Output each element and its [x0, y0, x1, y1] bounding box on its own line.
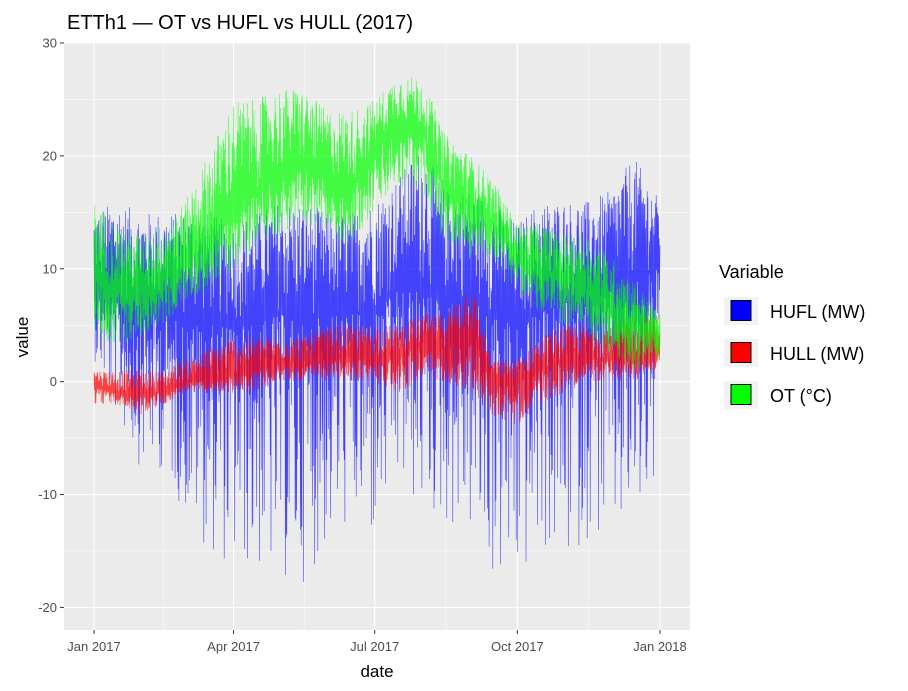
- chart-title: ETTh1 — OT vs HUFL vs HULL (2017): [67, 12, 413, 34]
- y-tick-label: 0: [50, 374, 57, 389]
- legend-label: OT (°C): [770, 386, 832, 406]
- series-line-hull: [93, 293, 661, 425]
- x-tick-label: Jan 2017: [67, 639, 121, 654]
- series-layer: [93, 77, 661, 582]
- x-tick-label: Oct 2017: [491, 639, 544, 654]
- legend-item: HULL (MW): [724, 339, 864, 367]
- x-axis: Jan 2017 Apr 2017 Jul 2017 Oct 2017 Jan 2018: [67, 630, 687, 654]
- legend-swatch: [730, 384, 752, 405]
- legend: Variable HUFL (MW) HULL (MW) OT (°C): [719, 262, 865, 409]
- legend-title: Variable: [719, 262, 784, 282]
- series-line-ot: [93, 77, 661, 370]
- legend-item: OT (°C): [724, 381, 832, 409]
- y-tick-label: 20: [43, 148, 57, 163]
- x-tick-label: Jan 2018: [633, 639, 687, 654]
- x-tick-label: Apr 2017: [207, 639, 260, 654]
- y-tick-label: -10: [38, 487, 57, 502]
- x-axis-title: date: [360, 662, 393, 681]
- x-tick-label: Jul 2017: [350, 639, 399, 654]
- y-axis: -20 -10 0 10 20 30: [38, 36, 64, 615]
- y-tick-label: 10: [43, 261, 57, 276]
- y-axis-title: value: [13, 317, 32, 358]
- legend-item: HUFL (MW): [724, 297, 865, 325]
- legend-swatch: [730, 300, 752, 321]
- legend-label: HUFL (MW): [770, 302, 865, 322]
- legend-swatch: [730, 342, 752, 363]
- legend-label: HULL (MW): [770, 344, 864, 364]
- y-tick-label: 30: [43, 36, 57, 51]
- y-tick-label: -20: [38, 600, 57, 615]
